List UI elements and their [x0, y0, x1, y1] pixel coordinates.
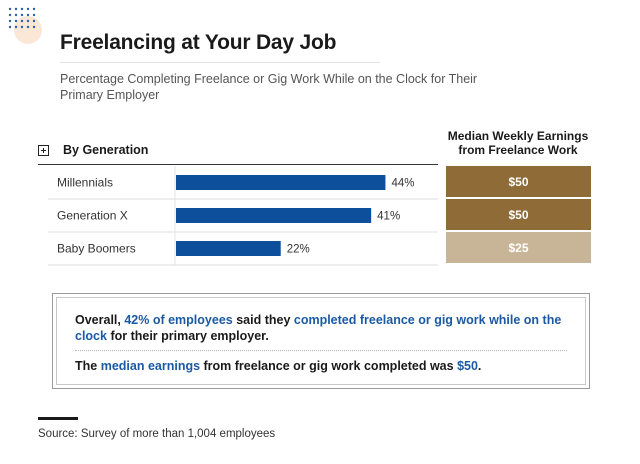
earnings-box-1: $50	[446, 166, 591, 197]
source-rule	[38, 417, 78, 420]
earnings-box-2: $50	[446, 199, 591, 230]
expand-plus-icon[interactable]	[38, 144, 49, 156]
bar-3	[176, 241, 281, 256]
summary-callout: Overall, 42% of employees said they comp…	[52, 293, 590, 389]
highlighted-text: median earnings	[100, 359, 201, 373]
callout-paragraph-overall: Overall, 42% of employees said they comp…	[75, 312, 570, 344]
page-subtitle: Percentage Completing Freelance or Gig W…	[60, 72, 478, 102]
source-note: Source: Survey of more than 1,004 employ…	[38, 428, 276, 440]
callout-text: The	[75, 359, 101, 373]
bar-2	[176, 208, 372, 223]
title-divider	[60, 62, 380, 63]
callout-text: from freelance or gig work completed was	[200, 359, 458, 373]
category-label: Baby Boomers	[57, 242, 136, 256]
page-title: Freelancing at Your Day Job	[60, 31, 337, 54]
highlighted-text: $50	[457, 359, 478, 373]
decorative-dots-icon	[8, 7, 42, 44]
bar-1	[176, 175, 386, 190]
bar-value-label: 41%	[377, 211, 400, 223]
bar-value-label: 44%	[391, 178, 414, 190]
generation-header-rule	[38, 164, 438, 165]
category-label: Generation X	[57, 209, 128, 223]
callout-text: Overall,	[75, 313, 125, 327]
callout-text: .	[477, 359, 482, 373]
callout-text: for their primary employer.	[106, 329, 269, 343]
highlighted-text: completed freelance or gig work while on…	[75, 313, 562, 343]
earnings-box-3: $25	[446, 232, 591, 263]
callout-paragraph-median: The median earnings from freelance or gi…	[75, 358, 570, 374]
category-label: Millennials	[57, 176, 113, 190]
callout-text: said they	[232, 313, 294, 327]
generation-header: By Generation	[38, 143, 148, 157]
highlighted-text: 42% of employees	[124, 313, 233, 327]
generation-header-label: By Generation	[63, 143, 149, 157]
bar-value-label: 22%	[287, 244, 310, 256]
earnings-header: Median Weekly Earnings from Freelance Wo…	[447, 129, 589, 157]
callout-divider	[75, 350, 567, 351]
